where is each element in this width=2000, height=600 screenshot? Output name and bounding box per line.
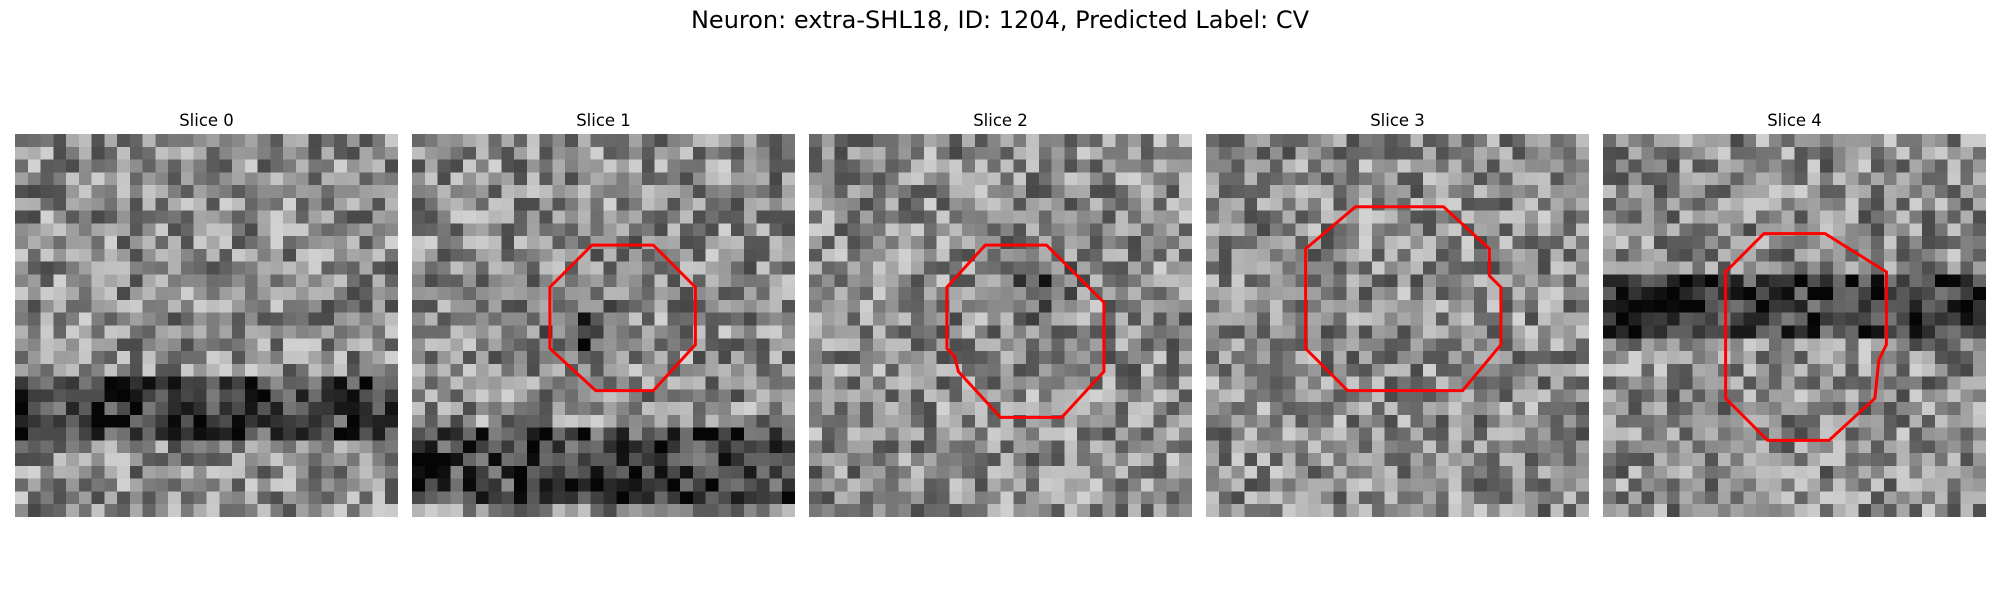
slice-title-3: Slice 3: [1370, 111, 1425, 130]
pixel-grid: [1603, 134, 1986, 517]
slice-panel-4: Slice 4: [1603, 108, 1986, 517]
slice-panel-2: Slice 2: [809, 108, 1192, 517]
slice-panel-3: Slice 3: [1206, 108, 1589, 517]
slice-image-1: [412, 134, 795, 517]
slice-image-2: [809, 134, 1192, 517]
roi-contour: [1304, 205, 1503, 393]
pixel-grid: [412, 134, 795, 517]
slice-title-0: Slice 0: [179, 111, 234, 130]
pixel-grid: [809, 134, 1192, 517]
roi-contour: [945, 243, 1106, 419]
slice-panel-1: Slice 1: [412, 108, 795, 517]
slice-image-3: [1206, 134, 1589, 517]
figure-title: Neuron: extra-SHL18, ID: 1204, Predicted…: [690, 6, 1310, 34]
slice-title-2: Slice 2: [973, 111, 1028, 130]
slice-image-0: [15, 134, 398, 517]
pixel-grid: [15, 134, 398, 517]
roi-contour: [548, 243, 697, 393]
roi-contour: [1724, 232, 1888, 442]
pixel-grid: [1206, 134, 1589, 517]
slice-title-1: Slice 1: [576, 111, 631, 130]
slice-title-4: Slice 4: [1767, 111, 1822, 130]
slice-image-4: [1603, 134, 1986, 517]
slice-panel-0: Slice 0: [15, 108, 398, 517]
